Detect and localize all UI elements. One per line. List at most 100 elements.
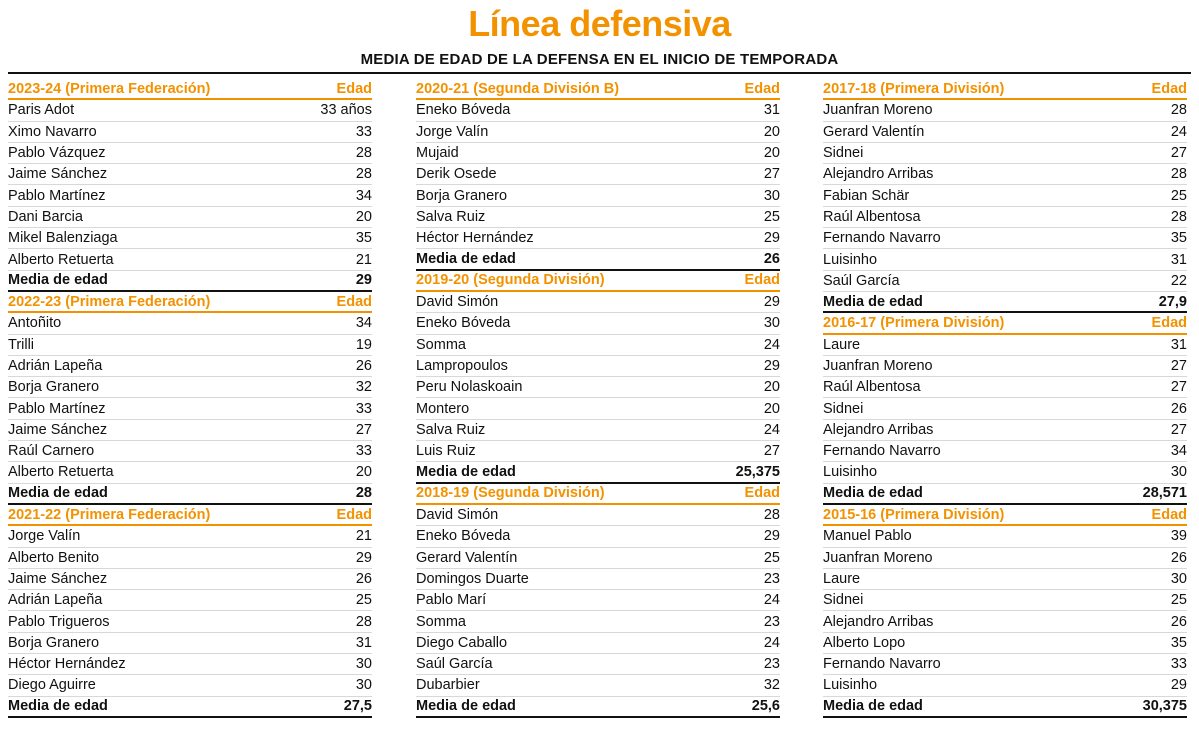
player-row: Raúl Albentosa 27	[823, 377, 1187, 399]
season-table: 2015-16 (Primera División) Edad Manuel Pab…	[823, 505, 1187, 718]
player-age: 21	[355, 528, 372, 545]
player-row: Fabian Schär 25	[823, 185, 1187, 207]
average-value: 30,375	[1142, 698, 1187, 715]
player-name: Dani Barcia	[8, 208, 83, 225]
average-row: Media de edad 28,571	[823, 484, 1187, 505]
age-column-header: Edad	[1151, 80, 1187, 97]
player-name: Montero	[416, 400, 470, 417]
player-age: 29	[763, 528, 780, 545]
average-label: Media de edad	[416, 463, 516, 480]
player-row: Fernando Navarro 33	[823, 654, 1187, 676]
age-column-header: Edad	[336, 80, 372, 97]
player-age: 25	[763, 208, 780, 225]
season-header: 2023-24 (Primera Federación) Edad	[8, 79, 372, 101]
season-table: 2019-20 (Segunda División) Edad David Simó…	[416, 271, 780, 484]
average-label: Media de edad	[8, 485, 108, 502]
page-subtitle: MEDIA DE EDAD DE LA DEFENSA EN EL INICIO…	[360, 51, 839, 68]
player-name: Salva Ruiz	[416, 208, 486, 225]
season-table: 2022-23 (Primera Federación) Edad Antoñito…	[8, 292, 372, 505]
column-left: 2023-24 (Primera Federación) Edad Paris Ad…	[8, 79, 372, 718]
average-row: Media de edad 29	[8, 271, 372, 292]
player-name: Luis Ruiz	[416, 443, 476, 460]
player-name: David Simón	[416, 294, 499, 311]
average-value: 25,375	[735, 463, 780, 480]
player-name: David Simón	[416, 507, 499, 524]
season-title: 2021-22 (Primera Federación)	[8, 506, 211, 523]
player-name: Adrián Lapeña	[8, 358, 103, 374]
player-age: 28	[763, 507, 780, 524]
player-age: 33	[355, 123, 372, 140]
season-table: 2018-19 (Segunda División) Edad David Simó…	[416, 484, 780, 718]
player-name: Dubarbier	[416, 677, 480, 694]
player-name: Pablo Martínez	[8, 400, 106, 417]
player-name: Fernando Navarro	[823, 656, 941, 673]
player-age: 25	[763, 549, 780, 566]
player-age: 28	[1170, 208, 1187, 225]
player-row: Laure 30	[823, 569, 1187, 591]
player-age: 34	[355, 187, 372, 204]
player-row: Peru Nolaskoain 20	[416, 377, 780, 399]
player-age: 21	[355, 251, 372, 268]
player-name: Jaime Sánchez	[8, 570, 108, 587]
player-age: 31	[1170, 336, 1187, 353]
player-age: 23	[763, 613, 780, 630]
player-age: 35	[1170, 230, 1187, 247]
player-name: Salva Ruiz	[416, 421, 486, 438]
player-name: Somma	[416, 613, 466, 630]
age-column-header: Edad	[744, 485, 780, 502]
player-row: Raúl Albentosa 28	[823, 207, 1187, 229]
player-age: 30	[355, 656, 372, 673]
player-age: 32	[355, 379, 372, 396]
player-row: Héctor Hernández 29	[416, 228, 780, 250]
season-title: 2015-16 (Primera División)	[823, 506, 1005, 523]
season-table: 2020-21 (Segunda División B) Edad Eneko Bó…	[416, 79, 780, 271]
player-age: 28	[355, 145, 372, 162]
player-name: Fernando Navarro	[823, 443, 941, 460]
player-age: 26	[1170, 549, 1187, 566]
average-row: Media de edad 25,375	[416, 462, 780, 484]
player-age: 35	[355, 230, 372, 247]
player-name: Antoñito	[8, 315, 62, 332]
player-row: Jaime Sánchez 26	[8, 569, 372, 591]
player-age: 30	[355, 677, 372, 694]
player-age: 29	[763, 358, 780, 374]
player-age: 25	[355, 592, 372, 609]
player-row: Mikel Balenziaga 35	[8, 228, 372, 250]
player-age: 34	[355, 315, 372, 332]
age-column-header: Edad	[336, 293, 372, 310]
player-row: Domingos Duarte 23	[416, 569, 780, 591]
page-title: Línea defensiva	[468, 3, 731, 44]
player-row: Borja Granero 31	[8, 633, 372, 655]
player-name: Gerard Valentín	[416, 549, 518, 566]
average-value: 27,5	[343, 698, 372, 715]
player-age: 30	[1170, 570, 1187, 587]
player-age: 33	[355, 400, 372, 417]
season-header: 2021-22 (Primera Federación) Edad	[8, 505, 372, 527]
average-label: Media de edad	[416, 698, 516, 715]
player-name: Derik Osede	[416, 166, 497, 183]
player-age: 23	[763, 570, 780, 587]
player-name: Juanfran Moreno	[823, 102, 933, 119]
player-age: 29	[355, 549, 372, 566]
player-age: 33	[1170, 656, 1187, 673]
player-age: 27	[1170, 379, 1187, 396]
age-column-header: Edad	[1151, 314, 1187, 331]
player-age: 20	[355, 464, 372, 481]
player-row: Eneko Bóveda 31	[416, 100, 780, 122]
player-row: Eneko Bóveda 29	[416, 526, 780, 548]
player-age: 30	[1170, 464, 1187, 481]
player-row: Salva Ruiz 24	[416, 420, 780, 442]
player-age: 24	[763, 592, 780, 609]
player-age: 26	[1170, 613, 1187, 630]
player-age: 31	[355, 634, 372, 651]
player-name: Alberto Lopo	[823, 634, 906, 651]
player-age: 20	[763, 379, 780, 396]
average-label: Media de edad	[823, 698, 923, 715]
player-name: Alberto Benito	[8, 549, 100, 566]
player-name: Jaime Sánchez	[8, 166, 108, 183]
average-value: 25,6	[751, 698, 780, 715]
player-age: 20	[355, 208, 372, 225]
player-name: Mujaid	[416, 145, 459, 162]
player-row: Salva Ruiz 25	[416, 207, 780, 229]
player-row: Sidnei 25	[823, 590, 1187, 612]
